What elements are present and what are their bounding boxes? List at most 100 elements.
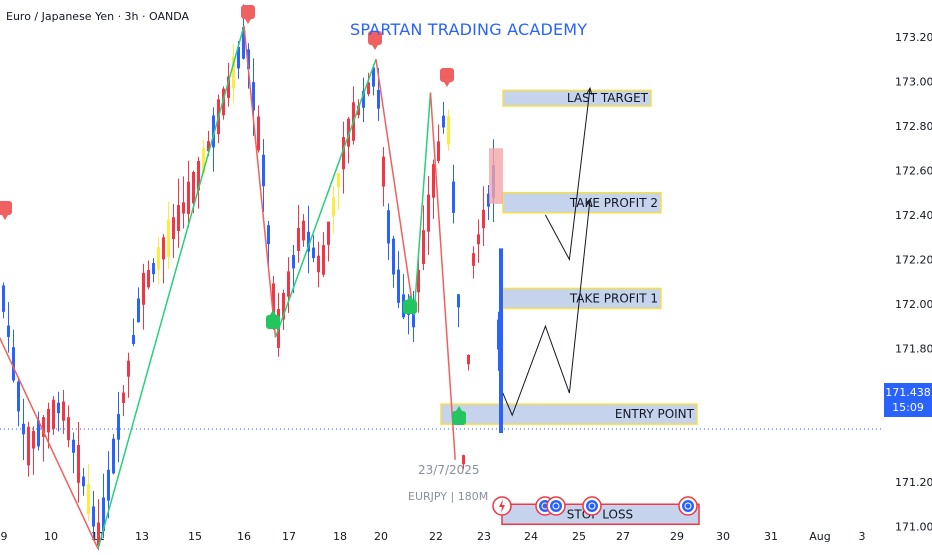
candle-body [257,116,260,151]
candle-body [72,439,75,453]
zone-label: TAKE PROFIT 1 [569,291,658,305]
pivot-marker-box [0,201,12,215]
x-tick-label: 9 [1,530,8,543]
pivot-low-marker [452,406,466,425]
candle-body [117,414,120,440]
pivot-marker-box [266,315,280,329]
candle-body [372,67,375,87]
candle-body [12,347,15,381]
x-tick-label: 27 [616,530,630,543]
zone-label: LAST TARGET [567,91,649,105]
pivot-marker-box [241,5,255,19]
candle-body [327,221,330,245]
candle-body [192,172,195,204]
candle-body [127,360,130,377]
symbol-title[interactable]: Euro / Japanese Yen · 3h · OANDA [6,10,190,23]
x-tick-label: 24 [524,530,538,543]
pivot-high-marker [368,31,382,50]
candle-body [297,228,300,251]
watermark-symbol: EURJPY | 180M [408,490,489,503]
candle-body [52,399,55,429]
candle-body [482,209,485,229]
y-tick-label: 171.200 [895,476,932,489]
candle-body [22,423,25,435]
x-tick-label: 10 [44,530,58,543]
candle-body [322,245,325,275]
candle-body [232,56,235,89]
flash-event-icon [492,496,512,516]
candle-body [247,49,250,70]
candle-body [142,272,145,305]
pivot-marker-pointer [2,215,8,220]
x-tick-label: 31 [764,530,778,543]
x-tick-label: 20 [374,530,388,543]
x-tick-label: Aug [809,530,830,543]
current-price-badge: 171.438 15:09 [884,383,932,417]
candle-body [32,430,35,449]
candle-body [62,401,65,421]
x-tick-label: 3 [859,530,866,543]
candle-body [77,444,80,483]
candle-body [122,392,125,404]
candle-body [377,89,380,109]
x-tick-label: 30 [716,530,730,543]
economic-event-icon [582,496,602,516]
projection-arrowhead [586,198,593,207]
candle-body [242,27,245,59]
projection-arrowhead [586,86,593,96]
candle-body [312,247,315,259]
candle-body [387,210,390,244]
candle-body [447,116,450,145]
candle-body [107,469,110,501]
pivot-low-marker [403,295,417,314]
candle-body [292,255,295,269]
pivot-marker-pointer [444,82,450,87]
economic-event-icon [546,496,566,516]
zone-last-target [502,89,652,107]
event-icon-center [682,500,694,512]
zigzag-segment [413,92,432,316]
candle-body [362,90,365,108]
candle-body [392,238,395,275]
candle-body [167,219,170,257]
zone-label: STOP LOSS [567,507,633,521]
candle-body [182,202,185,214]
candle-body [307,231,310,252]
event-icon-center [586,500,598,512]
pivot-high-marker [0,201,12,220]
x-tick-label: 22 [429,530,443,543]
candle-body [152,263,155,275]
candle-body [487,193,490,207]
zigzag-segment [243,25,277,338]
y-tick-label: 172.600 [895,165,932,178]
candle-body [27,426,30,466]
candle-body [427,194,430,232]
candle-body [467,354,470,365]
zone-entry-point [440,403,698,425]
candle-body [437,141,440,162]
candle-body [497,319,500,350]
candle-body [422,230,425,265]
y-tick-label: 173.200 [895,31,932,44]
x-tick-label: 17 [282,530,296,543]
pivot-marker-pointer [270,310,276,315]
candle-body [37,420,40,447]
x-tick-label: 16 [237,530,251,543]
y-tick-label: 171.800 [895,343,932,356]
pivot-marker-box [403,300,417,314]
candle-body [177,205,180,231]
candle-body [477,234,480,245]
x-tick-label: 18 [333,530,347,543]
candle-body [112,438,115,474]
candle-body [17,381,20,412]
candle-body [237,46,240,69]
zigzag-segment [97,25,245,549]
candle-body [357,105,360,116]
candle-body [212,115,215,148]
event-icon-detail [552,502,560,510]
current-price-value: 171.438 [885,386,931,399]
candle-body [137,298,140,323]
y-tick-label: 172.000 [895,298,932,311]
